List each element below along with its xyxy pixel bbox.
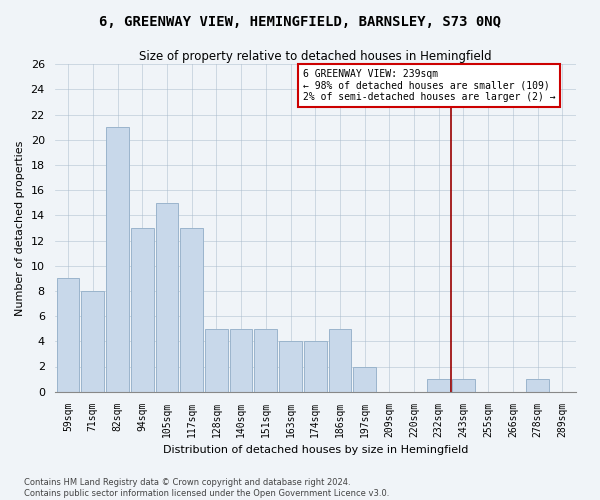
Bar <box>205 328 228 392</box>
Bar <box>279 342 302 392</box>
Bar <box>304 342 326 392</box>
Bar <box>155 202 178 392</box>
Text: 6, GREENWAY VIEW, HEMINGFIELD, BARNSLEY, S73 0NQ: 6, GREENWAY VIEW, HEMINGFIELD, BARNSLEY,… <box>99 15 501 29</box>
Bar <box>82 291 104 392</box>
Text: 6 GREENWAY VIEW: 239sqm
← 98% of detached houses are smaller (109)
2% of semi-de: 6 GREENWAY VIEW: 239sqm ← 98% of detache… <box>303 69 556 102</box>
Title: Size of property relative to detached houses in Hemingfield: Size of property relative to detached ho… <box>139 50 491 63</box>
Bar <box>452 379 475 392</box>
Bar <box>353 366 376 392</box>
Text: Contains HM Land Registry data © Crown copyright and database right 2024.
Contai: Contains HM Land Registry data © Crown c… <box>24 478 389 498</box>
Bar <box>254 328 277 392</box>
Bar <box>106 127 129 392</box>
Bar <box>427 379 450 392</box>
Y-axis label: Number of detached properties: Number of detached properties <box>15 140 25 316</box>
Bar <box>526 379 549 392</box>
X-axis label: Distribution of detached houses by size in Hemingfield: Distribution of detached houses by size … <box>163 445 468 455</box>
Bar <box>131 228 154 392</box>
Bar <box>329 328 351 392</box>
Bar <box>57 278 79 392</box>
Bar <box>230 328 253 392</box>
Bar <box>180 228 203 392</box>
